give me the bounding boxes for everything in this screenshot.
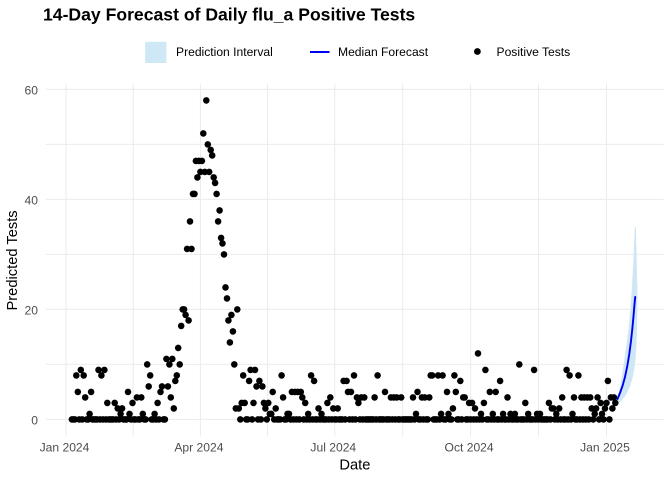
svg-text:Oct 2024: Oct 2024 <box>445 440 494 454</box>
svg-text:Apr 2024: Apr 2024 <box>174 440 223 454</box>
svg-text:Prediction Interval: Prediction Interval <box>176 45 273 59</box>
svg-text:20: 20 <box>25 303 39 317</box>
svg-text:Positive Tests: Positive Tests <box>497 45 571 59</box>
svg-text:Predicted Tests: Predicted Tests <box>5 210 21 310</box>
svg-text:Jan 2024: Jan 2024 <box>40 440 90 454</box>
svg-text:Median Forecast: Median Forecast <box>338 45 429 59</box>
svg-text:40: 40 <box>25 193 39 207</box>
svg-text:Jul 2024: Jul 2024 <box>310 440 356 454</box>
svg-text:14-Day Forecast of Daily flu_a: 14-Day Forecast of Daily flu_a Positive … <box>43 5 415 25</box>
svg-text:Date: Date <box>339 458 370 474</box>
svg-text:60: 60 <box>25 83 39 97</box>
svg-text:0: 0 <box>31 413 38 427</box>
svg-text:Jan 2025: Jan 2025 <box>580 440 630 454</box>
